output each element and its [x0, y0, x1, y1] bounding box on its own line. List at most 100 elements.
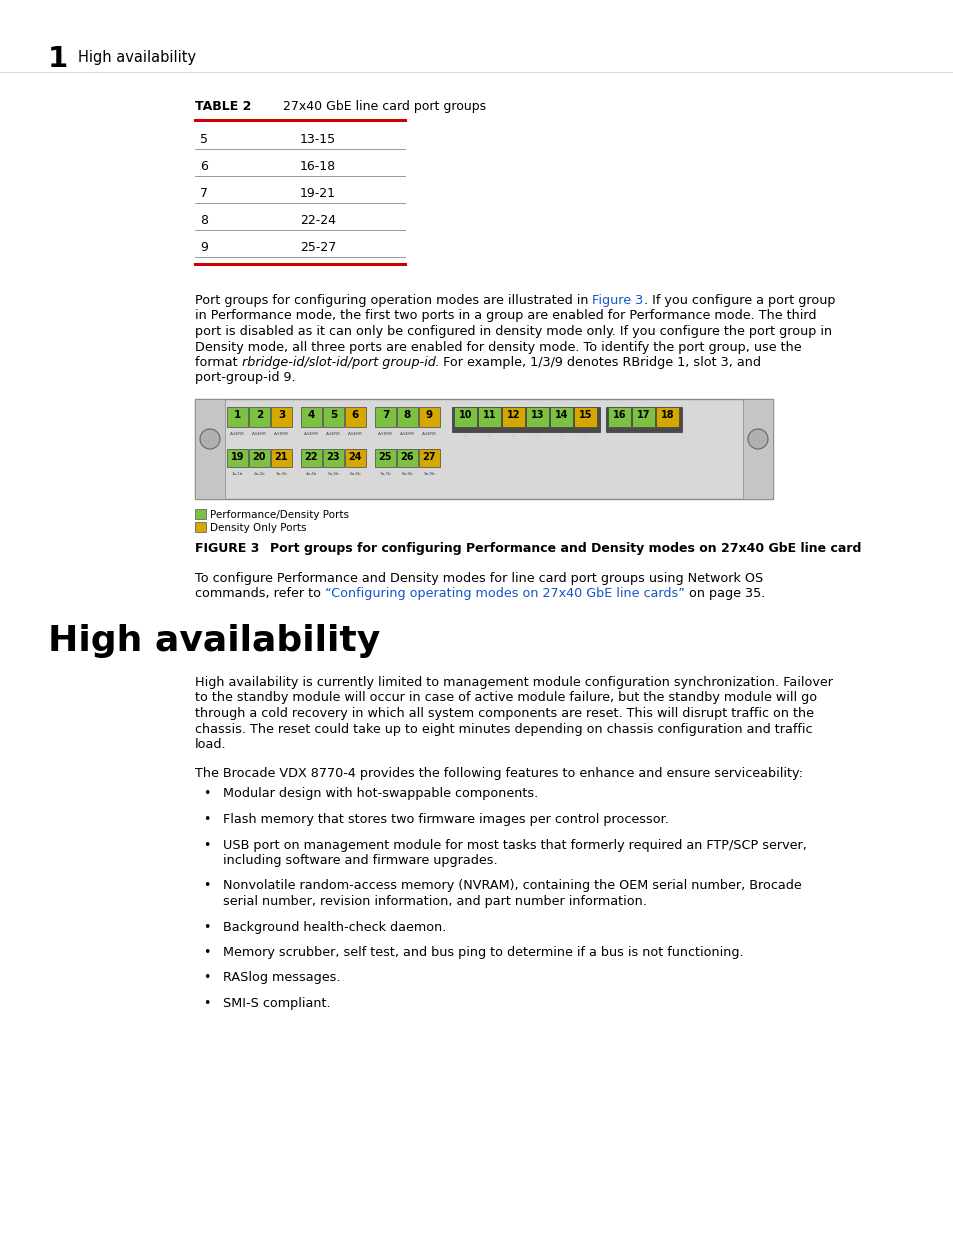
Text: 8a,8b: 8a,8b [401, 472, 413, 475]
Text: 16-18: 16-18 [299, 161, 335, 173]
Text: •: • [203, 788, 211, 800]
Bar [418, 450, 439, 467]
Text: High availability is currently limited to management module configuration synchr: High availability is currently limited t… [194, 676, 832, 689]
Text: serial number, revision information, and part number information.: serial number, revision information, and… [223, 895, 646, 908]
Bar [574, 408, 597, 427]
Bar [607, 408, 630, 427]
Text: Figure 3: Figure 3 [592, 294, 643, 308]
Bar [742, 399, 772, 499]
Bar [656, 408, 679, 427]
Text: 1a: 1a [462, 433, 468, 438]
Text: A.SERR: A.SERR [274, 432, 289, 436]
Text: 2a,2b: 2a,2b [253, 472, 265, 475]
Text: A.SERR: A.SERR [377, 432, 393, 436]
Text: including software and firmware upgrades.: including software and firmware upgrades… [223, 853, 497, 867]
Text: to the standby module will occur in case of active module failure, but the stand: to the standby module will occur in case… [194, 692, 817, 704]
Text: 18: 18 [660, 410, 674, 420]
Bar [525, 408, 548, 427]
Text: 1b: 1b [510, 433, 517, 438]
Text: 19-21: 19-21 [299, 186, 335, 200]
Text: FIGURE 3: FIGURE 3 [194, 542, 259, 555]
Text: RASlog messages.: RASlog messages. [223, 972, 340, 984]
Text: 7: 7 [200, 186, 208, 200]
Text: 5: 5 [200, 133, 208, 146]
Bar [271, 408, 292, 427]
Text: “Configuring operating modes on 27x40 GbE line cards”: “Configuring operating modes on 27x40 Gb… [325, 588, 684, 600]
Text: 10: 10 [458, 410, 472, 420]
Text: 9: 9 [200, 241, 208, 254]
Text: A.SERR: A.SERR [399, 432, 415, 436]
Text: USB port on management module for most tasks that formerly required an FTP/SCP s: USB port on management module for most t… [223, 839, 806, 851]
Text: •: • [203, 839, 211, 851]
Bar [194, 522, 206, 532]
Text: High availability: High availability [48, 624, 380, 658]
Text: •: • [203, 946, 211, 960]
Text: •: • [203, 972, 211, 984]
Text: •: • [203, 813, 211, 826]
Text: 9a,9b: 9a,9b [423, 472, 435, 475]
Bar [501, 408, 524, 427]
Text: 6a,6b: 6a,6b [350, 472, 361, 475]
Text: 4a,4b: 4a,4b [306, 472, 316, 475]
Text: 3a,3b: 3a,3b [275, 472, 287, 475]
Text: chassis. The reset could take up to eight minutes depending on chassis configura: chassis. The reset could take up to eigh… [194, 722, 812, 736]
Text: 5: 5 [330, 410, 336, 420]
Text: Background health-check daemon.: Background health-check daemon. [223, 920, 446, 934]
Text: 3a: 3a [558, 433, 564, 438]
Text: 19: 19 [231, 452, 244, 462]
Text: A.SERR: A.SERR [230, 432, 245, 436]
Text: through a cold recovery in which all system components are reset. This will disr: through a cold recovery in which all sys… [194, 706, 813, 720]
Text: 22: 22 [304, 452, 318, 462]
Text: port-group-id 9.: port-group-id 9. [194, 372, 295, 384]
Text: •: • [203, 920, 211, 934]
Text: 13: 13 [530, 410, 543, 420]
Bar [301, 450, 322, 467]
Bar [194, 399, 772, 499]
Text: Density mode, all three ports are enabled for density mode. To identify the port: Density mode, all three ports are enable… [194, 341, 801, 353]
Text: 4: 4 [308, 410, 314, 420]
Text: To configure Performance and Density modes for line card port groups using Netwo: To configure Performance and Density mod… [194, 572, 762, 585]
Bar [454, 408, 476, 427]
Text: A.SERR: A.SERR [304, 432, 318, 436]
Text: 1: 1 [48, 44, 69, 73]
Text: 2: 2 [255, 410, 263, 420]
Text: A.SERR: A.SERR [348, 432, 363, 436]
Text: Flash memory that stores two firmware images per control processor.: Flash memory that stores two firmware im… [223, 813, 668, 826]
Text: 26: 26 [400, 452, 414, 462]
Bar [249, 408, 270, 427]
Bar [194, 509, 206, 519]
Bar [396, 408, 417, 427]
Text: 22-24: 22-24 [299, 214, 335, 227]
Text: Port groups for configuring operation modes are illustrated in: Port groups for configuring operation mo… [194, 294, 592, 308]
Text: 1: 1 [233, 410, 241, 420]
Bar [301, 408, 322, 427]
Text: A.SERR: A.SERR [421, 432, 436, 436]
Bar [249, 450, 270, 467]
Circle shape [200, 429, 220, 450]
Bar [605, 408, 681, 432]
Text: 17: 17 [636, 410, 650, 420]
Bar [631, 408, 655, 427]
Bar [396, 450, 417, 467]
Text: in Performance mode, the first two ports in a group are enabled for Performance : in Performance mode, the first two ports… [194, 310, 816, 322]
Text: 24: 24 [349, 452, 362, 462]
Text: 8: 8 [200, 214, 208, 227]
Bar [477, 408, 500, 427]
Text: 15: 15 [578, 410, 592, 420]
Text: . For example, 1/3/9 denotes RBridge 1, slot 3, and: . For example, 1/3/9 denotes RBridge 1, … [435, 356, 760, 369]
Bar [452, 408, 599, 432]
Text: The Brocade VDX 8770-4 provides the following features to enhance and ensure ser: The Brocade VDX 8770-4 provides the foll… [194, 767, 802, 781]
Text: SMI-S compliant.: SMI-S compliant. [223, 997, 331, 1010]
Text: rbridge-id/slot-id/port group-id: rbridge-id/slot-id/port group-id [241, 356, 435, 369]
Text: 20: 20 [253, 452, 266, 462]
Bar [345, 408, 366, 427]
Text: 1a,1b: 1a,1b [232, 472, 243, 475]
Bar [194, 399, 225, 499]
Bar [345, 450, 366, 467]
Text: 5a,5b: 5a,5b [327, 472, 339, 475]
Text: 6: 6 [352, 410, 358, 420]
Text: 6: 6 [200, 161, 208, 173]
Text: 23: 23 [327, 452, 340, 462]
Text: TABLE 2: TABLE 2 [194, 100, 251, 112]
Text: Modular design with hot-swappable components.: Modular design with hot-swappable compon… [223, 788, 537, 800]
